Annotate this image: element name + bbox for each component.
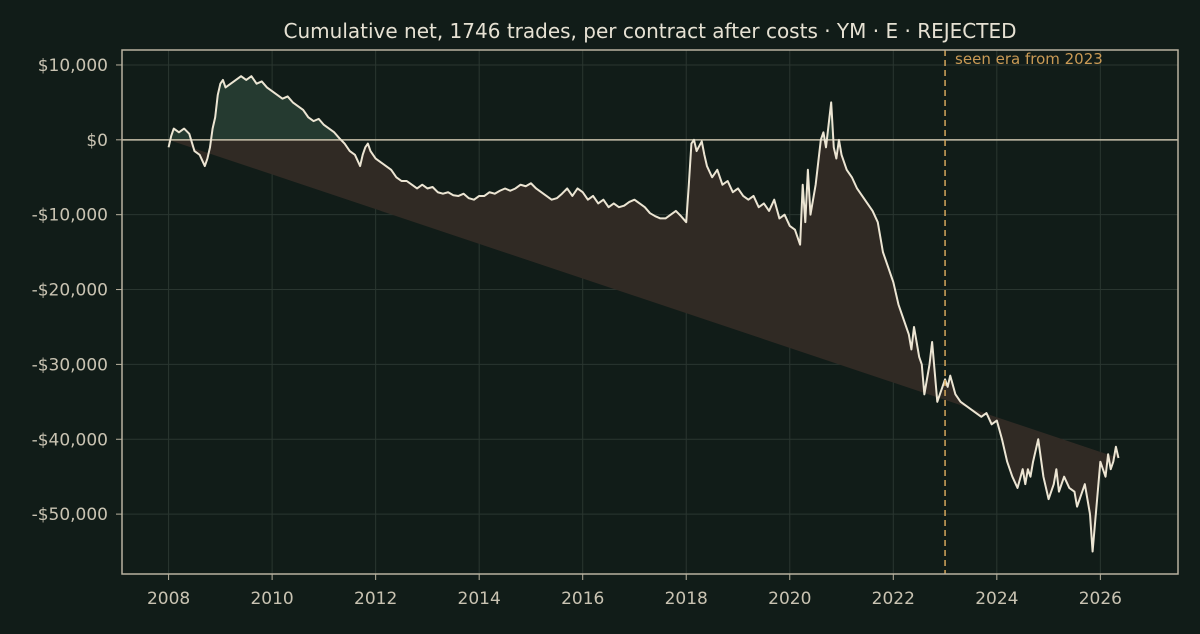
x-tick-label: 2024 [975, 589, 1018, 609]
x-tick-label: 2016 [561, 589, 604, 609]
chart-title: Cumulative net, 1746 trades, per contrac… [284, 19, 1017, 43]
x-tick-label: 2022 [872, 589, 915, 609]
era-label: seen era from 2023 [955, 50, 1103, 68]
ticks: 2008 2010 2012 2014 2016 2018 2020 2022 2024 2026… [32, 56, 1122, 609]
annotations: seen era from 2023 [944, 50, 1103, 574]
y-tick-label: -$30,000 [32, 355, 108, 375]
series-layer [122, 75, 1178, 553]
x-tick-label: 2008 [147, 589, 190, 609]
x-tick-label: 2012 [354, 589, 397, 609]
y-tick-label: -$40,000 [32, 430, 108, 450]
y-tick-label: $10,000 [38, 56, 108, 76]
series-line [167, 75, 1120, 553]
x-tick-label: 2014 [458, 589, 501, 609]
fill-above-zero [170, 76, 834, 140]
x-tick-label: 2020 [768, 589, 811, 609]
y-tick-label: -$20,000 [32, 281, 108, 301]
y-tick-label: -$10,000 [32, 206, 108, 226]
x-tick-label: 2026 [1079, 589, 1122, 609]
x-tick-label: 2010 [250, 589, 293, 609]
x-tick-label: 2018 [665, 589, 708, 609]
y-tick-label: $0 [86, 131, 108, 151]
y-tick-label: -$50,000 [32, 505, 108, 525]
axes-frame [121, 49, 1179, 575]
